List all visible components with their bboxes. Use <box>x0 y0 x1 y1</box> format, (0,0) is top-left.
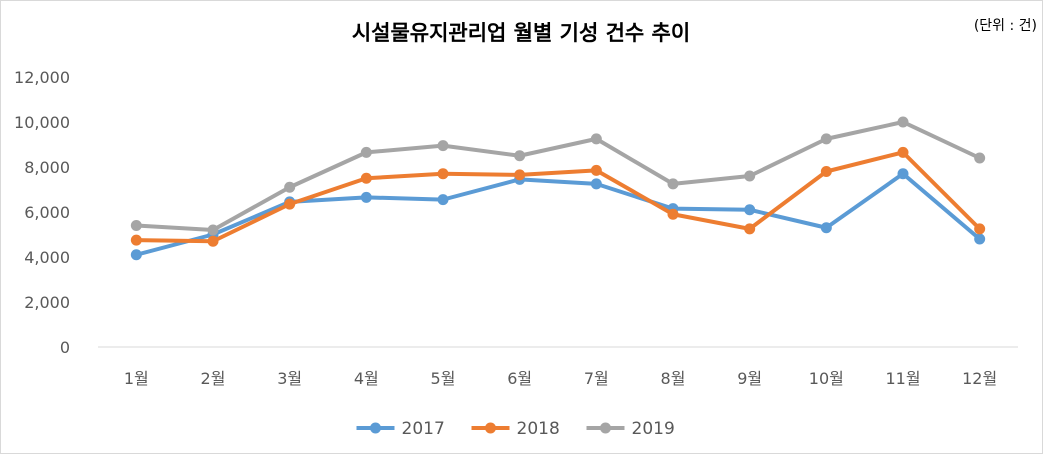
data-point <box>514 150 526 162</box>
legend-label: 2019 <box>632 419 675 439</box>
legend-label: 2018 <box>517 419 560 439</box>
plot-area <box>130 116 986 261</box>
data-point <box>360 146 372 158</box>
x-tick-label: 8월 <box>661 369 686 388</box>
data-point <box>590 133 602 145</box>
y-tick-label: 2,000 <box>24 293 70 312</box>
data-point <box>437 140 449 152</box>
data-point <box>284 181 296 193</box>
data-point <box>744 170 756 182</box>
data-point <box>667 178 679 190</box>
data-point <box>897 168 909 180</box>
x-tick-label: 5월 <box>431 369 456 388</box>
series-line <box>134 171 982 257</box>
data-point <box>130 249 142 261</box>
series-2017 <box>130 168 986 261</box>
legend-marker <box>600 422 611 434</box>
data-point <box>437 194 449 206</box>
x-tick-label: 11월 <box>885 369 920 388</box>
x-axis: 1월 2월 3월 4월 5월 6월 7월 8월 9월 10월 11월 12월 <box>124 369 997 388</box>
x-tick-label: 6월 <box>507 369 532 388</box>
x-tick-label: 7월 <box>584 369 609 388</box>
legend-marker <box>485 422 496 434</box>
data-point <box>207 224 219 236</box>
data-point <box>130 234 142 246</box>
series-line <box>134 150 982 244</box>
x-tick-label: 10월 <box>809 369 844 388</box>
data-point <box>974 233 986 245</box>
x-tick-label: 3월 <box>277 369 302 388</box>
legend-label: 2017 <box>402 419 445 439</box>
legend-item-2019: 2019 <box>586 419 675 439</box>
x-tick-label: 1월 <box>124 369 149 388</box>
data-point <box>820 166 832 177</box>
legend: 2017 2018 2019 <box>356 419 675 439</box>
y-tick-label: 6,000 <box>24 203 70 222</box>
series-line <box>134 120 982 232</box>
x-tick-label: 4월 <box>354 369 379 388</box>
data-point <box>590 164 602 176</box>
x-tick-label: 2월 <box>201 369 226 388</box>
data-point <box>820 133 832 145</box>
data-point <box>360 172 372 184</box>
chart-title: 시설물유지관리업 월별 기성 건수 추이 <box>352 21 690 45</box>
y-tick-label: 10,000 <box>14 113 70 132</box>
data-point <box>437 168 449 180</box>
data-point <box>130 220 142 231</box>
data-point <box>284 198 296 210</box>
y-tick-label: 0 <box>60 338 70 357</box>
legend-item-2017: 2017 <box>356 419 445 439</box>
y-tick-label: 4,000 <box>24 248 70 267</box>
data-point <box>820 222 832 234</box>
data-point <box>590 178 602 190</box>
legend-marker <box>370 422 381 434</box>
series-2019 <box>130 116 986 236</box>
y-tick-label: 12,000 <box>14 68 70 87</box>
data-point <box>744 223 756 235</box>
data-point <box>897 146 909 158</box>
data-point <box>974 223 986 235</box>
data-point <box>667 208 679 220</box>
data-point <box>514 169 526 181</box>
legend-item-2018: 2018 <box>471 419 560 439</box>
unit-label: (단위 : 건) <box>974 18 1037 34</box>
y-axis: 0 2,000 4,000 6,000 8,000 10,000 12,000 <box>14 68 70 357</box>
x-tick-label: 12월 <box>962 369 997 388</box>
data-point <box>744 204 756 216</box>
x-tick-label: 9월 <box>737 369 762 388</box>
y-tick-label: 8,000 <box>24 158 70 177</box>
data-point <box>360 191 372 203</box>
series-2018 <box>130 146 986 247</box>
data-point <box>207 235 219 247</box>
data-point <box>974 152 986 164</box>
data-point <box>897 116 909 128</box>
